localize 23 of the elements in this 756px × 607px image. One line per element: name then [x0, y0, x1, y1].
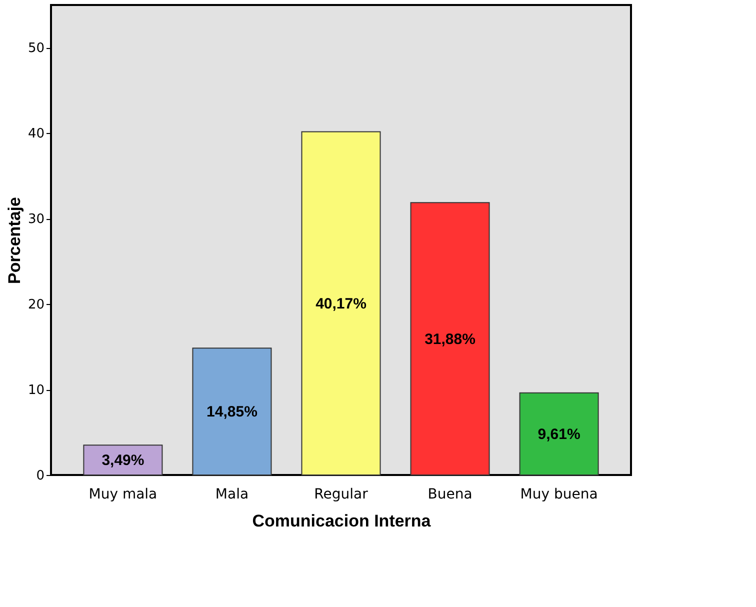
y-tick-label: 30	[28, 212, 44, 228]
data-label: 9,61%	[538, 426, 580, 443]
data-label: 31,88%	[424, 330, 476, 348]
data-label: 40,17%	[316, 295, 366, 312]
y-tick-label: 20	[28, 298, 44, 313]
x-axis-title: Comunicacion Interna	[252, 512, 432, 530]
bar	[519, 392, 599, 476]
x-tick-label: Muy buena	[520, 486, 598, 502]
y-axis-title: Porcentaje	[4, 197, 24, 284]
y-tick-label: 40	[28, 126, 44, 142]
bar	[192, 348, 272, 476]
data-label: 14,85%	[206, 404, 258, 421]
x-tick-label: Muy mala	[88, 486, 158, 502]
y-tick-label: 50	[28, 41, 44, 56]
x-tick-label: Buena	[428, 486, 472, 502]
bar	[410, 202, 490, 476]
x-tick-label: Regular	[314, 486, 368, 502]
bar	[83, 444, 163, 476]
bar	[301, 131, 381, 476]
x-tick-label: Mala	[215, 486, 249, 502]
y-tick-label: 10	[28, 383, 44, 398]
data-label: 3,49%	[102, 452, 144, 470]
y-tick-label: 0	[36, 468, 44, 484]
